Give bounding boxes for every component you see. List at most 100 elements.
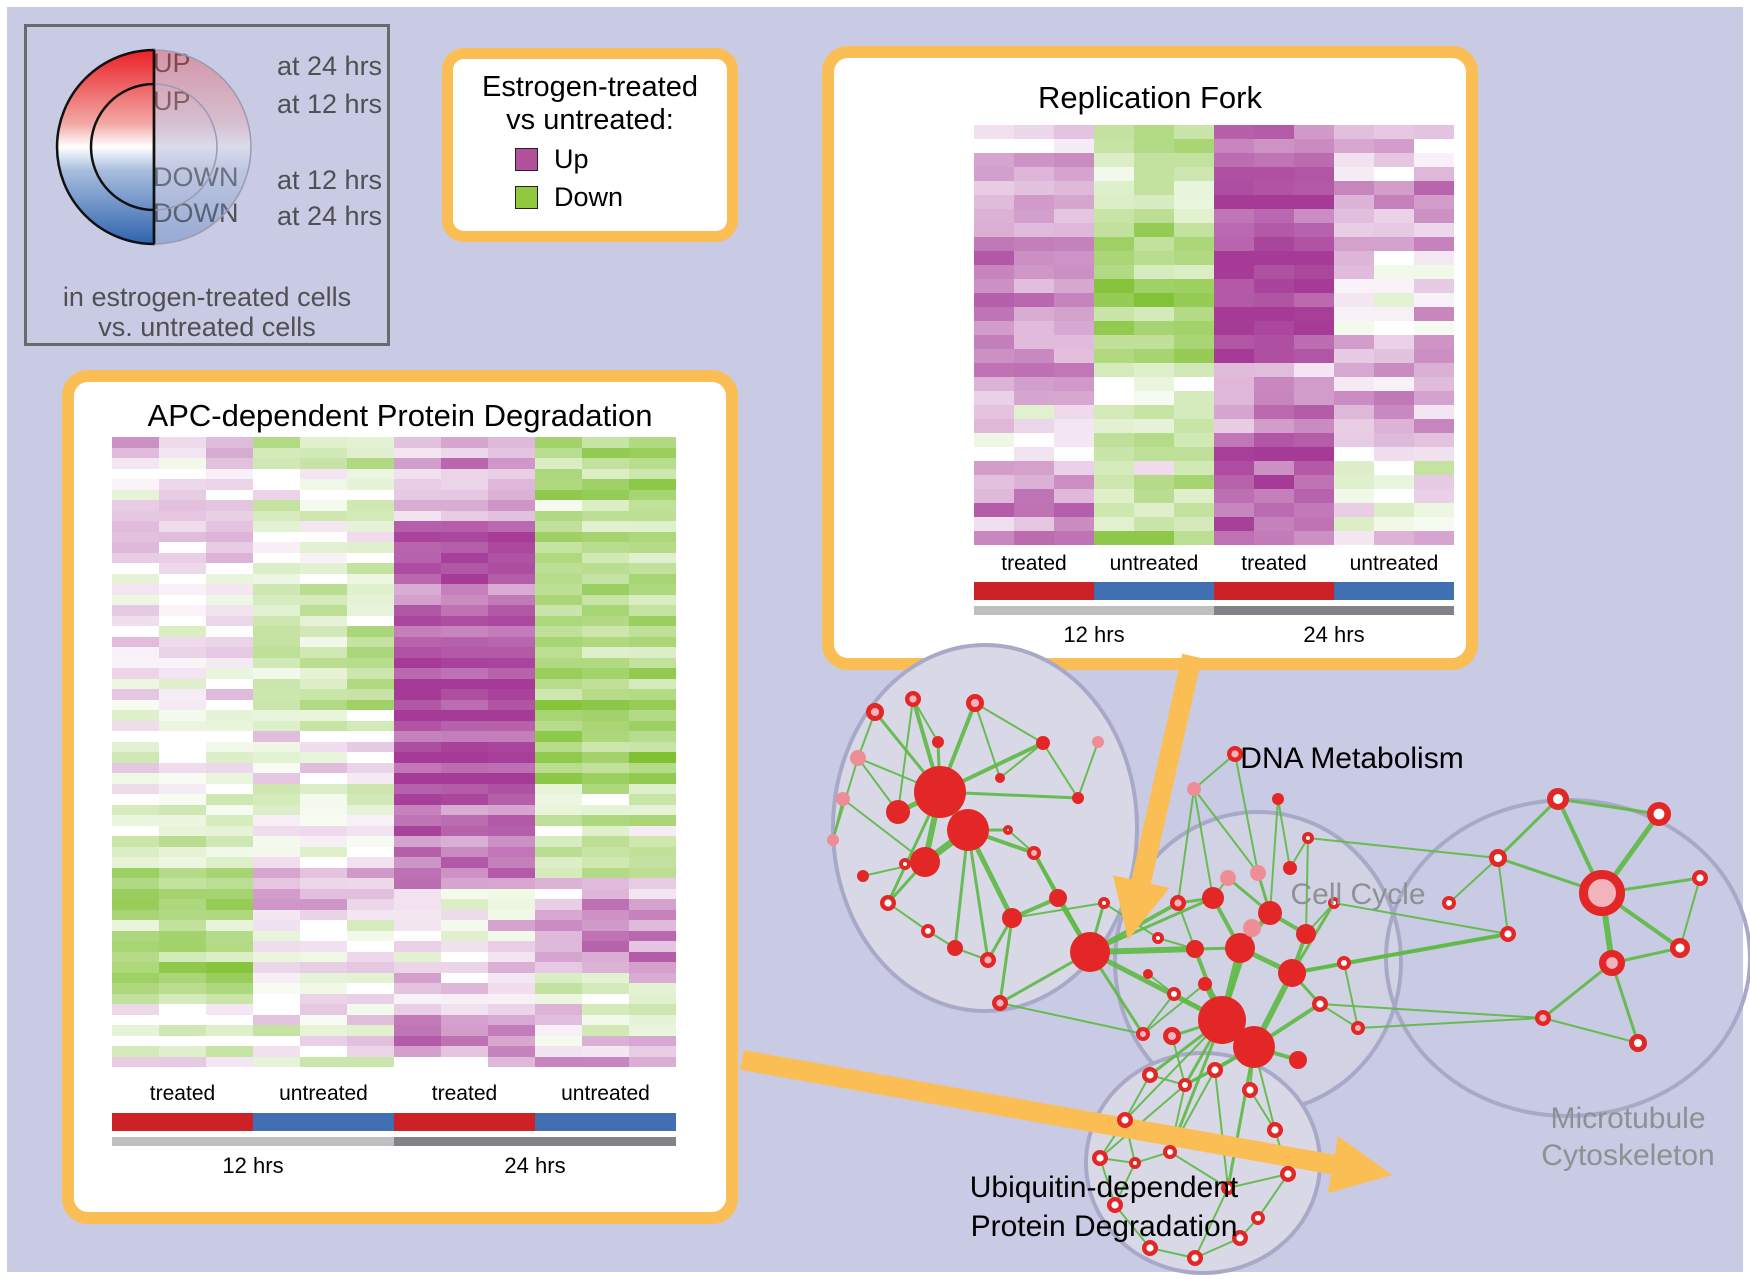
heatmap-cell [1134,167,1174,181]
heatmap-cell [347,552,394,563]
heatmap-cell [159,657,206,668]
heatmap-cell [112,563,159,574]
heatmap-cell [1334,433,1374,447]
heatmap-cell [253,857,300,868]
heatmap-cell [1294,447,1334,461]
heatmap-cell [394,888,441,899]
heatmap-cell [347,741,394,752]
heatmap-cell [1214,209,1254,223]
heatmap-cell [159,521,206,532]
heatmap-cell [394,437,441,448]
heatmap-cell [159,762,206,773]
heatmap-cell [582,689,629,700]
heatmap-cell [629,909,676,920]
heatmap-cell [300,500,347,511]
heatmap-cell [300,825,347,836]
heatmap-cell [488,689,535,700]
heatmap-cell [347,773,394,784]
heatmap-cell [1294,139,1334,153]
heatmap-cell [535,1046,582,1057]
heatmap-cell [1374,503,1414,517]
heatmap-cell [488,867,535,878]
heatmap-cell [206,584,253,595]
heatmap-cell [488,878,535,889]
heatmap-cell [1054,461,1094,475]
heatmap-cell [206,605,253,616]
heatmap-cell [1334,139,1374,153]
heatmap-row [112,857,676,868]
heatmap-cell [629,899,676,910]
heatmap-cell [300,846,347,857]
heatmap-cell [1294,181,1334,195]
heatmap-row [112,1004,676,1015]
heatmap-row [974,391,1454,405]
heatmap-cell [1094,167,1134,181]
heatmap-row [112,794,676,805]
heatmap-cell [394,731,441,742]
heatmap-cell [394,941,441,952]
heatmap-cell [441,951,488,962]
heatmap-cell [582,458,629,469]
heatmap-cell [1054,489,1094,503]
heatmap-cell [1094,489,1134,503]
heatmap-cell [1014,363,1054,377]
heatmap-cell [253,825,300,836]
heatmap-cell [253,521,300,532]
heatmap-cell [159,1046,206,1057]
heatmap-cell [1414,139,1454,153]
heatmap-cell [347,1056,394,1067]
heatmap-cell [974,125,1014,139]
heatmap-cell [441,941,488,952]
heatmap-cell [300,437,347,448]
heatmap-cell [1334,293,1374,307]
heatmap-cell [1094,237,1134,251]
heatmap-cell [253,626,300,637]
heatmap-cell [1414,265,1454,279]
heatmap-cell [1174,265,1214,279]
heatmap-cell [206,668,253,679]
heatmap-row [974,503,1454,517]
heatmap-row [112,678,676,689]
heatmap-cell [300,447,347,458]
heatmap-row [112,762,676,773]
rf-label-treated-24: treated [1241,552,1307,575]
heatmap-cell [394,920,441,931]
heatmap-cell [253,636,300,647]
heatmap-cell [112,678,159,689]
heatmap-cell [394,983,441,994]
heatmap-cell [488,489,535,500]
heatmap-cell [1054,321,1094,335]
heatmap-cell [347,1046,394,1057]
heatmap-cell [347,804,394,815]
heatmap-cell [253,720,300,731]
heatmap-cell [629,1046,676,1057]
heatmap-cell [582,678,629,689]
heatmap-row [112,500,676,511]
heatmap-cell [394,542,441,553]
heatmap-row [974,349,1454,363]
heatmap-cell [159,1025,206,1036]
heatmap-cell [112,1056,159,1067]
heatmap-cell [582,846,629,857]
heatmap-cell [253,962,300,973]
heatmap-cell [1294,377,1334,391]
heatmap-cell [300,573,347,584]
heatmap-cell [394,668,441,679]
heatmap-cell [488,447,535,458]
heatmap-cell [582,710,629,721]
heatmap-cell [300,468,347,479]
heatmap-cell [1014,139,1054,153]
heatmap-cell [1254,335,1294,349]
apc-12hrs-label: 12 hrs [222,1153,284,1178]
heatmap-cell [1414,223,1454,237]
heatmap-cell [1134,391,1174,405]
heatmap-row [974,433,1454,447]
heatmap-cell [582,447,629,458]
heatmap-cell [159,752,206,763]
heatmap-cell [300,899,347,910]
heatmap-cell [488,920,535,931]
heatmap-cell [629,1035,676,1046]
heatmap-row [112,741,676,752]
heatmap-cell [347,594,394,605]
heatmap-cell [253,584,300,595]
